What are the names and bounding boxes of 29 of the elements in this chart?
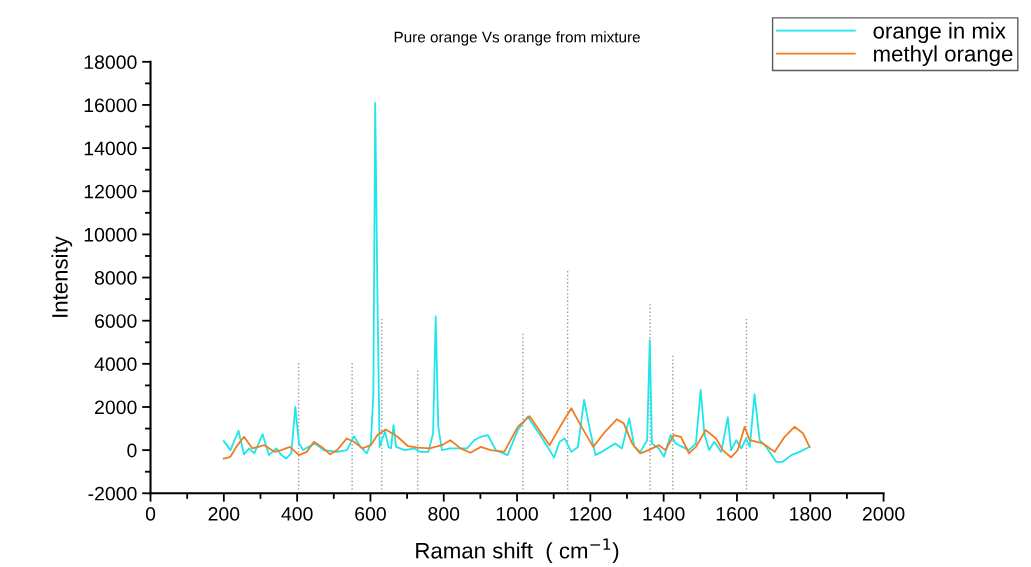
y-tick-label: 10000 [84, 227, 137, 242]
y-tick-label: 14000 [84, 141, 137, 156]
y-tick-label: 2000 [95, 400, 137, 415]
y-tick-label: -2000 [88, 486, 137, 501]
x-tick-label: 1600 [716, 507, 758, 521]
y-tick-label: 8000 [94, 271, 137, 285]
y-tick-label: 12000 [84, 184, 137, 199]
y-tick-label: 6000 [95, 314, 137, 328]
legend-label: orange in mix [873, 22, 1006, 44]
y-tick-label: 18000 [84, 55, 137, 70]
legend-label: methyl orange [874, 45, 1013, 67]
chart-title: Pure orange Vs orange from mixture [394, 31, 640, 46]
y-tick-label: 0 [127, 443, 137, 458]
x-tick-label: 1400 [643, 507, 685, 521]
x-tick-label: 1200 [570, 507, 612, 521]
x-tick-label: 600 [355, 507, 386, 521]
x-tick-label: 200 [208, 507, 240, 521]
x-tick-label: 1000 [496, 507, 538, 521]
y-tick-label: 4000 [94, 357, 137, 372]
line-series [222, 407, 811, 460]
x-axis-title: Raman shift ( cm$^{−1}$) [416, 538, 619, 563]
y-tick-label: 16000 [84, 98, 137, 113]
x-tick-label: 0 [145, 507, 156, 521]
x-tick-label: 800 [428, 507, 460, 521]
y-axis-title: Intensity [51, 236, 73, 317]
x-tick-label: 400 [281, 507, 313, 521]
line-series [222, 101, 811, 463]
x-tick-label: 1800 [790, 507, 832, 521]
x-tick-label: 2000 [862, 507, 905, 521]
